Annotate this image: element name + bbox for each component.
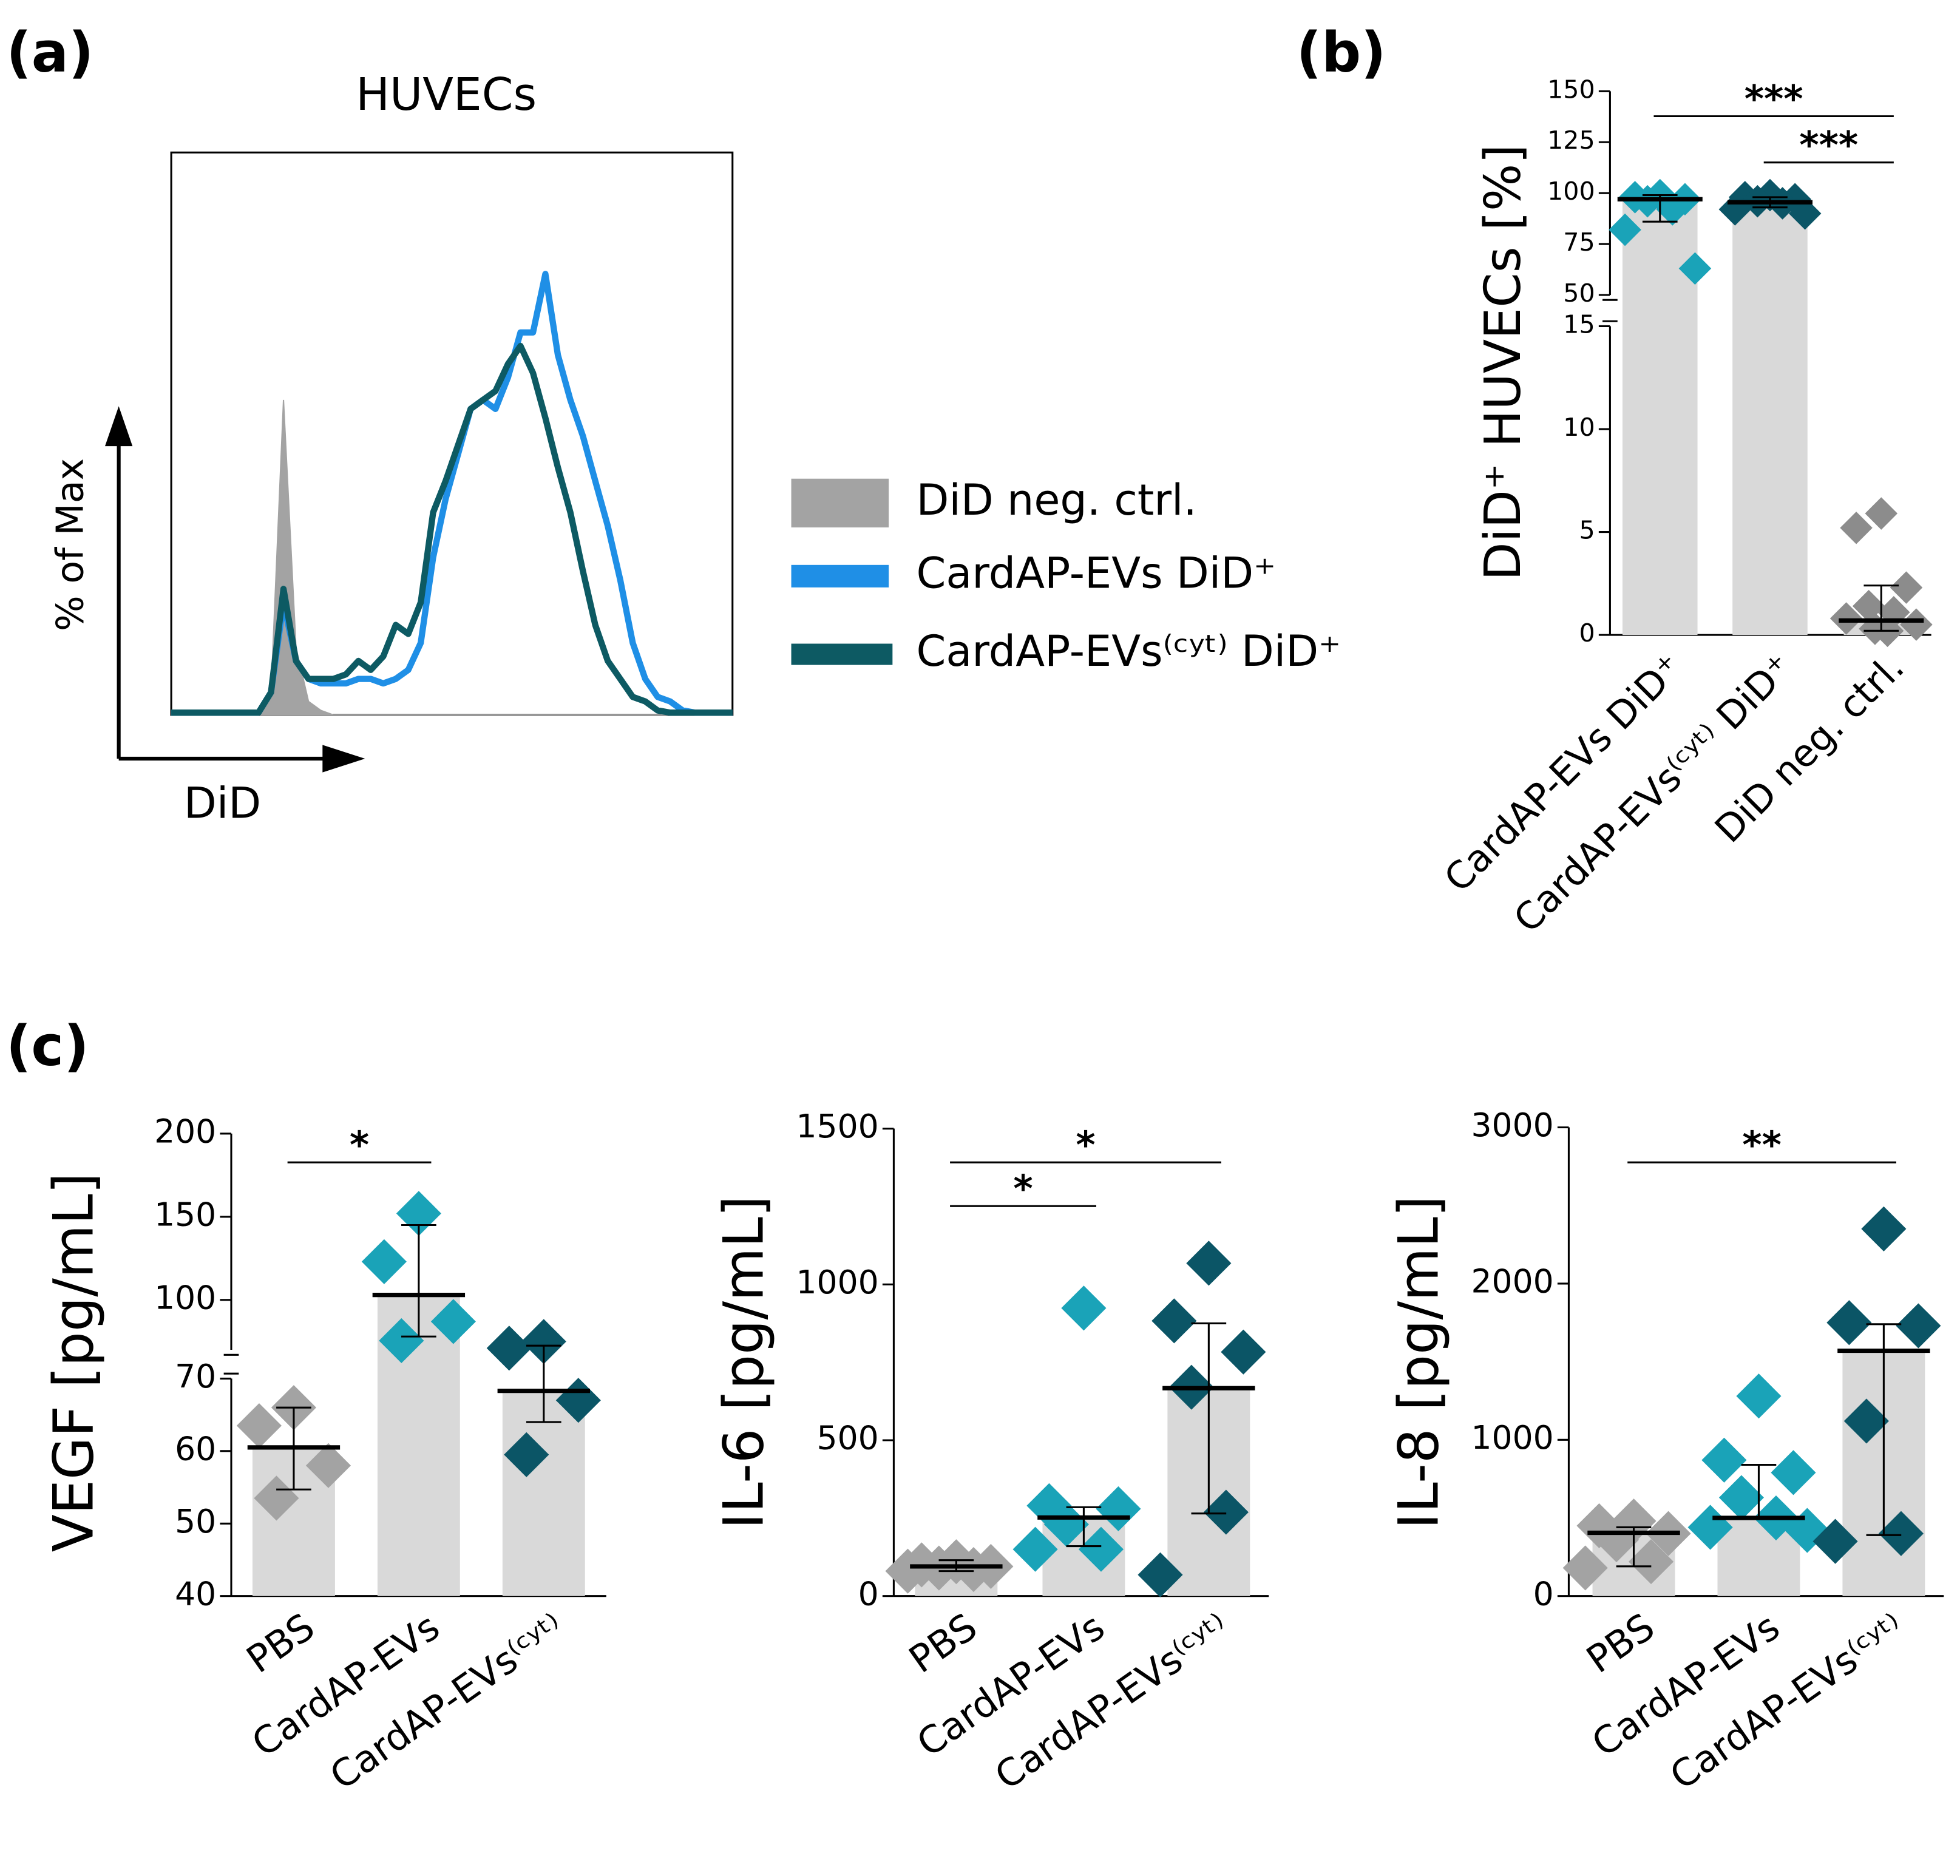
y-tick-label: 100 — [154, 1278, 216, 1316]
data-point — [1138, 1552, 1183, 1597]
significance-label: ** — [1742, 1123, 1782, 1167]
data-point — [1865, 497, 1898, 530]
data-point — [1151, 1298, 1197, 1344]
data-point — [1221, 1329, 1266, 1375]
data-point — [1852, 589, 1885, 623]
y-tick-label: 60 — [175, 1429, 216, 1468]
y-tick-label: 10 — [1563, 413, 1595, 442]
data-point — [504, 1432, 549, 1477]
data-point — [236, 1403, 282, 1449]
data-point — [486, 1326, 532, 1371]
data-point — [379, 1318, 424, 1364]
y-tick-label: 100 — [1547, 177, 1595, 206]
panel-label: (b) — [1297, 21, 1386, 85]
significance-label: * — [1013, 1167, 1033, 1211]
data-point — [1900, 608, 1933, 641]
data-point — [254, 1475, 299, 1521]
data-point — [1878, 1511, 1924, 1556]
significance-label: *** — [1799, 123, 1858, 167]
x-tick-label: PBS — [239, 1605, 322, 1682]
y-tick-label: 1000 — [796, 1263, 878, 1301]
y-tick-label: 70 — [175, 1357, 216, 1395]
y-tick-label: 0 — [858, 1574, 879, 1613]
data-point — [305, 1443, 351, 1488]
data-point — [951, 1547, 996, 1593]
y-tick-label: 0 — [1579, 618, 1595, 648]
y-axis-label: VEGF [pg/mL] — [42, 1173, 106, 1552]
data-point — [1043, 1502, 1089, 1547]
data-point — [1861, 1206, 1907, 1251]
data-point — [1078, 1526, 1124, 1572]
y-axis-label: IL-8 [pg/mL] — [1387, 1196, 1451, 1529]
data-point — [1701, 1437, 1747, 1483]
panel-label: (a) — [6, 21, 93, 85]
data-point — [1186, 1241, 1232, 1286]
y-tick-label: 15 — [1563, 310, 1595, 339]
chart-title: HUVECs — [356, 69, 537, 121]
data-point — [361, 1239, 407, 1284]
bar — [1732, 202, 1808, 635]
legend-swatch — [791, 564, 889, 588]
legend-label: DiD neg. ctrl. — [916, 475, 1196, 525]
data-point — [1771, 1450, 1816, 1495]
legend-label: CardAP-EVs DiD⁺ — [916, 548, 1276, 598]
y-arrow-head — [104, 406, 133, 447]
x-tick-label: PBS — [1579, 1605, 1663, 1682]
y-axis-label: DiD⁺ HUVECs [%] — [1474, 144, 1532, 581]
data-point — [521, 1319, 566, 1364]
bar — [502, 1390, 585, 1596]
y-tick-label: 2000 — [1471, 1262, 1553, 1301]
data-point — [1736, 1373, 1782, 1419]
y-tick-label: 0 — [1533, 1574, 1554, 1613]
significance-label: * — [1076, 1123, 1095, 1167]
data-point — [885, 1548, 931, 1594]
legend-swatch — [791, 643, 893, 665]
data-point — [1061, 1285, 1107, 1331]
legend-label: CardAP-EVs⁽ᶜʸᵗ⁾ DiD⁺ — [916, 626, 1341, 676]
line — [171, 342, 733, 716]
line — [171, 271, 733, 716]
data-point — [1812, 1519, 1858, 1564]
significance-label: * — [350, 1123, 369, 1167]
y-tick-label: 200 — [154, 1112, 216, 1150]
x-arrow-head — [322, 745, 365, 773]
y-tick-label: 1000 — [1471, 1418, 1553, 1457]
y-tick-label: 75 — [1563, 228, 1595, 257]
data-point — [1678, 252, 1712, 285]
y-tick-label: 125 — [1547, 126, 1595, 155]
data-point — [1096, 1486, 1141, 1532]
y-tick-label: 50 — [1563, 279, 1595, 308]
plot-frame — [170, 151, 734, 716]
y-axis-label: % of Max — [49, 458, 92, 631]
y-tick-label: 3000 — [1471, 1106, 1553, 1144]
y-axis-label: IL-6 [pg/mL] — [712, 1196, 776, 1529]
data-point — [1826, 1300, 1872, 1346]
y-tick-label: 500 — [817, 1419, 879, 1457]
area — [171, 399, 733, 716]
data-point — [1718, 1475, 1765, 1520]
significance-label: *** — [1745, 77, 1803, 121]
y-tick-label: 150 — [154, 1195, 216, 1233]
data-point — [1562, 1545, 1608, 1591]
data-point — [1012, 1526, 1058, 1572]
y-tick-label: 40 — [175, 1574, 216, 1613]
data-point — [1896, 1303, 1941, 1349]
y-tick-label: 50 — [175, 1502, 216, 1540]
panel-label: (c) — [6, 1015, 89, 1079]
legend-swatch — [791, 478, 889, 528]
data-point — [1788, 197, 1822, 230]
data-point — [1877, 596, 1910, 629]
x-tick-label: DiD neg. ctrl. — [1706, 645, 1912, 851]
data-point — [430, 1299, 476, 1344]
y-tick-label: 1500 — [796, 1107, 878, 1145]
data-point — [1203, 1489, 1249, 1535]
y-tick-label: 5 — [1579, 516, 1595, 545]
x-tick-label: PBS — [901, 1605, 985, 1682]
y-tick-label: 150 — [1547, 75, 1595, 104]
x-axis-label: DiD — [184, 778, 261, 828]
data-point — [1840, 512, 1873, 544]
data-point — [1609, 213, 1641, 246]
